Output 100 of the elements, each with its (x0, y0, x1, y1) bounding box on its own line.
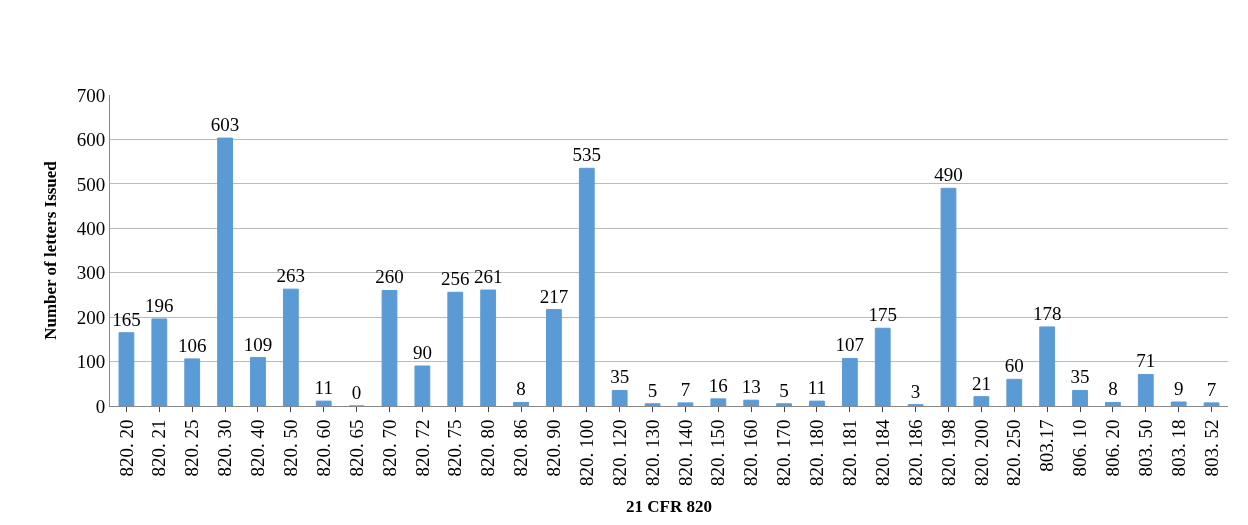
bar (447, 291, 464, 406)
bar (677, 402, 694, 406)
data-label: 9 (1173, 378, 1184, 399)
y-tick-label: 100 (76, 351, 106, 373)
data-label: 109 (243, 333, 273, 355)
bar (513, 401, 529, 406)
bar (710, 398, 727, 406)
y-tick-label: 0 (95, 395, 106, 417)
bar (250, 357, 266, 406)
x-tick-label: 806. 20 (1102, 419, 1124, 477)
x-tick-label: 820. 30 (214, 419, 236, 477)
data-label: 8 (1108, 378, 1118, 400)
data-label: 3 (910, 380, 921, 402)
x-tick-label: 820. 75 (444, 419, 466, 477)
data-label: 11 (807, 377, 827, 399)
x-tick-label: 820. 20 (115, 419, 137, 477)
data-label: 175 (868, 304, 897, 326)
bar (1170, 401, 1187, 406)
x-tick-label: 820. 50 (280, 419, 302, 477)
data-label: 490 (934, 164, 963, 186)
bar (611, 389, 628, 406)
bar (743, 399, 760, 406)
x-tick-label: 820. 70 (378, 419, 400, 477)
data-label: 261 (473, 266, 503, 288)
x-tick-label: 820. 140 (674, 419, 696, 487)
y-tick-label: 400 (76, 217, 106, 239)
x-tick-label: 820. 186 (904, 419, 926, 487)
data-label: 7 (680, 378, 691, 400)
bar (841, 357, 858, 406)
data-label: 5 (647, 379, 658, 401)
x-tick-label: 803. 52 (1200, 419, 1222, 477)
data-label: 603 (210, 114, 240, 136)
data-label: 35 (1070, 366, 1090, 388)
y-tick-label: 700 (76, 84, 106, 106)
x-tick-label: 820. 72 (411, 419, 433, 477)
x-tick-label: 820. 100 (575, 419, 597, 487)
x-tick-label: 820. 40 (247, 419, 269, 477)
bar (1137, 373, 1154, 406)
data-label: 106 (177, 334, 207, 356)
x-tick-label: 820. 90 (543, 419, 565, 477)
data-label: 165 (112, 308, 141, 330)
bar (118, 332, 135, 406)
data-label: 196 (145, 294, 174, 316)
x-tick-label: 820. 25 (181, 419, 203, 477)
x-axis-title: 21 CFR 820 (626, 497, 712, 517)
data-label: 5 (779, 379, 789, 401)
x-tick-label: 820. 250 (1003, 419, 1025, 487)
x-tick-label: 820. 21 (148, 419, 170, 477)
x-tick-label: 820. 170 (773, 419, 795, 487)
data-label: 535 (572, 144, 602, 166)
bar (973, 396, 990, 406)
bar (940, 187, 957, 406)
x-tick-label: 820. 130 (641, 419, 663, 487)
data-label: 90 (412, 342, 432, 364)
x-tick-label: 803.17 (1036, 419, 1058, 472)
bar (1105, 401, 1121, 406)
x-tick-label: 820. 160 (740, 419, 762, 487)
x-tick-label: 820. 60 (312, 419, 334, 477)
data-label: 107 (835, 334, 865, 356)
bar (1006, 378, 1023, 406)
data-label: 16 (708, 374, 728, 396)
x-tick-label: 820. 184 (871, 419, 893, 487)
data-label: 8 (516, 378, 526, 400)
x-tick-label: 820. 150 (707, 419, 729, 487)
bar (1203, 402, 1220, 406)
y-tick-label: 300 (76, 262, 106, 284)
bar (809, 400, 825, 406)
x-tick-label: 820. 80 (477, 419, 499, 477)
data-label: 263 (276, 265, 306, 287)
y-tick-label: 500 (76, 173, 106, 195)
data-label: 256 (441, 268, 470, 290)
data-label: 35 (610, 366, 630, 388)
bar (546, 309, 562, 406)
x-tick-label: 820. 65 (345, 419, 367, 477)
x-tick-label: 820. 198 (937, 419, 959, 487)
bar (151, 318, 168, 406)
data-label: 260 (375, 266, 404, 288)
y-tick-label: 600 (76, 129, 106, 151)
bar (644, 403, 661, 406)
bar (381, 289, 398, 406)
data-label: 60 (1004, 355, 1024, 377)
x-tick-label: 803. 50 (1134, 419, 1156, 477)
bar (776, 403, 792, 406)
data-label: 21 (971, 372, 991, 394)
x-tick-label: 820. 180 (806, 419, 828, 487)
x-tick-label: 820. 120 (608, 419, 630, 487)
y-axis-title: Number of letters Issued (41, 160, 61, 340)
bar (480, 289, 497, 406)
x-tick-label: 820. 86 (510, 419, 532, 477)
data-label: 11 (314, 377, 333, 399)
data-label: 71 (1136, 350, 1156, 372)
bar (184, 358, 201, 406)
bar (414, 365, 431, 406)
data-label: 0 (351, 382, 362, 403)
bar (217, 137, 233, 406)
x-tick-label: 820. 181 (839, 419, 861, 487)
bar (315, 400, 332, 406)
bar (282, 288, 299, 406)
x-tick-label: 806. 10 (1069, 419, 1091, 477)
x-tick-label: 803. 18 (1167, 419, 1189, 477)
